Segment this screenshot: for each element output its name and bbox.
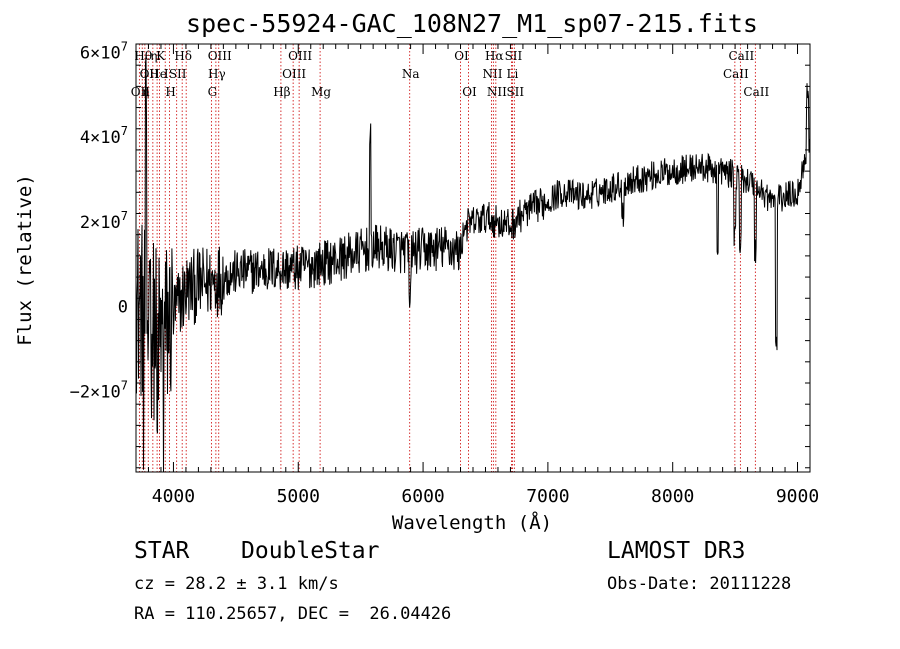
line-label-10: Hδ [174,49,192,63]
redshift-cz: cz = 28.2 ± 3.1 km/s [134,574,339,594]
y-tick-label: 2×107 [80,209,128,233]
line-label-17: OIII [288,49,312,63]
chart-title: spec-55924-GAC_108N27_M1_sp07-215.fits [186,9,758,38]
line-label-18: Mg [311,85,331,99]
y-tick-label: 0 [118,298,128,318]
x-tick-label: 8000 [651,486,694,507]
line-label-20: OI [454,49,469,63]
spectrum-series [135,56,811,473]
x-axis-label: Wavelength (Å) [392,511,552,534]
line-label-16: OIII [282,67,306,81]
x-tick-label: 7000 [526,486,569,507]
x-tick-label: 6000 [401,486,444,507]
line-label-27: SII [506,85,524,99]
line-label-7: I [164,67,169,81]
survey-name: LAMOST DR3 [607,538,746,564]
x-axis-ticks: 4000 5000 6000 7000 8000 9000 [135,44,819,507]
spectral-line-markers: OIIHθηOIIηHeKIHSIIHδGHγOIIIHβOIIIOIIIMgN… [131,44,769,472]
coordinates: RA = 110.25657, DEC = 26.04426 [134,604,452,624]
spectrum-line [135,56,811,473]
line-label-30: CaII [743,85,769,99]
line-label-5: He [149,67,167,81]
line-label-6: K [156,49,166,63]
x-tick-label: 9000 [776,486,819,507]
x-tick-label: 5000 [277,486,320,507]
line-label-22: NII [482,67,502,81]
object-class: STAR [134,538,190,564]
line-label-3: OII [140,67,160,81]
line-label-13: Hγ [208,67,226,81]
line-label-19: Na [402,67,420,81]
line-label-14: OIII [208,49,232,63]
y-tick-label: 4×107 [80,124,128,148]
line-label-23: Hα [485,49,504,63]
line-label-8: H [165,85,175,99]
y-tick-label: −2×107 [70,378,128,402]
line-label-1: Hθ [134,49,152,63]
x-tick-label: 4000 [152,486,195,507]
line-label-21: OI [462,85,477,99]
line-label-9: SII [169,67,187,81]
line-label-4: η [150,49,157,63]
line-label-28: CaII [723,67,749,81]
line-label-25: Li [507,67,519,81]
line-label-24: NII [487,85,507,99]
line-label-26: SII [505,49,523,63]
y-axis-label: Flux (relative) [14,174,36,346]
line-label-15: Hβ [273,85,290,99]
line-label-12: G [208,85,218,99]
object-subclass: DoubleStar [241,538,380,564]
line-label-29: CaII [728,49,754,63]
y-tick-label: 6×107 [80,39,128,63]
y-axis-ticks: −2×107 0 2×107 4×107 6×107 [70,39,810,469]
observation-date: Obs-Date: 20111228 [607,574,792,594]
